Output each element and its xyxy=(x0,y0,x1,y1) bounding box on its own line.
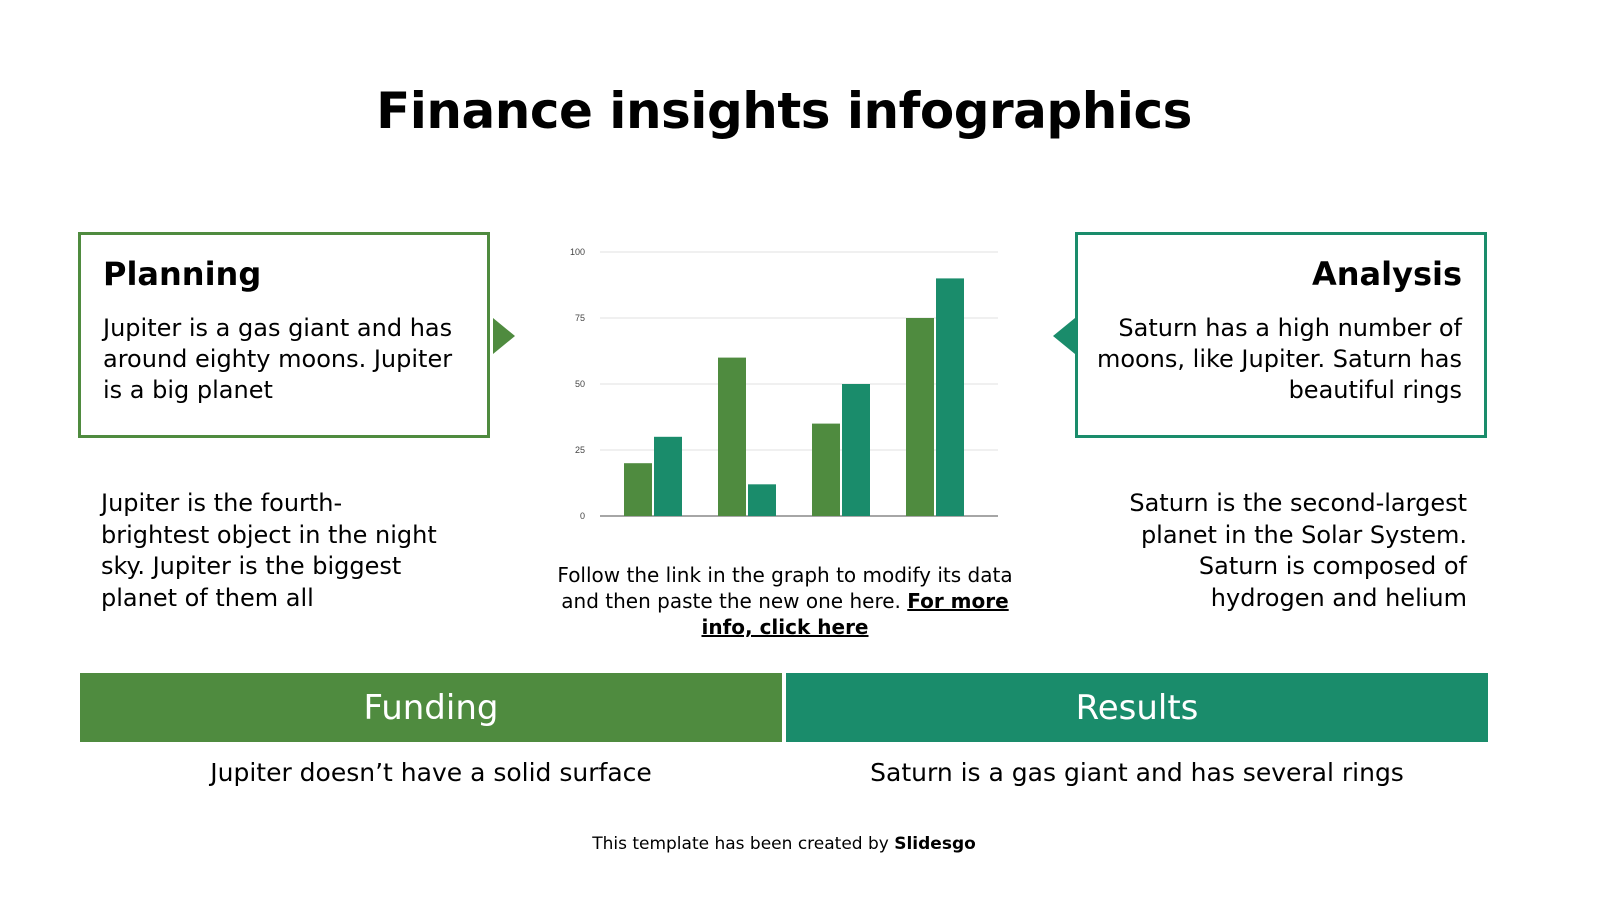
more-info-link[interactable]: For more info, click here xyxy=(701,589,1009,639)
caption-text: Follow the link in the graph to modify i… xyxy=(557,563,1013,613)
planning-heading: Planning xyxy=(103,255,262,293)
planning-text: Jupiter is a gas giant and has around ei… xyxy=(103,314,453,404)
funding-band: Funding xyxy=(80,673,782,742)
chart-caption: Follow the link in the graph to modify i… xyxy=(545,562,1025,640)
analysis-card: Analysis Saturn has a high number of moo… xyxy=(1075,232,1487,438)
planning-note: Jupiter is the fourth-brightest object i… xyxy=(101,489,437,612)
bar-series2-1 xyxy=(654,436,682,516)
planning-card: Planning Jupiter is a gas giant and has … xyxy=(78,232,490,438)
y-tick-label: 50 xyxy=(575,379,585,389)
bar-series1-2 xyxy=(718,357,746,516)
results-band: Results xyxy=(786,673,1488,742)
arrow-left-icon xyxy=(1053,318,1075,354)
page-title: Finance insights infographics xyxy=(376,82,1192,140)
credit-brand: Slidesgo xyxy=(894,834,976,854)
credit-text: This template has been created by xyxy=(592,834,895,854)
bar-chart[interactable]: 0 25 50 75 100 xyxy=(550,240,1010,530)
bar-series2-4 xyxy=(936,278,964,516)
analysis-note: Saturn is the second-largest planet in t… xyxy=(1129,489,1467,612)
y-tick-label: 25 xyxy=(575,445,585,455)
bar-series1-4 xyxy=(906,318,934,516)
bar-series2-3 xyxy=(842,384,870,516)
y-tick-label: 75 xyxy=(575,313,585,323)
analysis-text: Saturn has a high number of moons, like … xyxy=(1096,314,1462,404)
results-text: Saturn is a gas giant and has several ri… xyxy=(870,758,1404,787)
credit: This template has been created by Slides… xyxy=(0,834,1568,854)
funding-text: Jupiter doesn’t have a solid surface xyxy=(210,758,652,787)
analysis-heading: Analysis xyxy=(1311,255,1462,293)
bar-series1-1 xyxy=(624,463,652,516)
y-tick-label: 100 xyxy=(570,247,585,257)
bar-series1-3 xyxy=(812,423,840,516)
arrow-right-icon xyxy=(493,318,515,354)
y-tick-label: 0 xyxy=(580,511,585,521)
bar-series2-2 xyxy=(748,484,776,516)
